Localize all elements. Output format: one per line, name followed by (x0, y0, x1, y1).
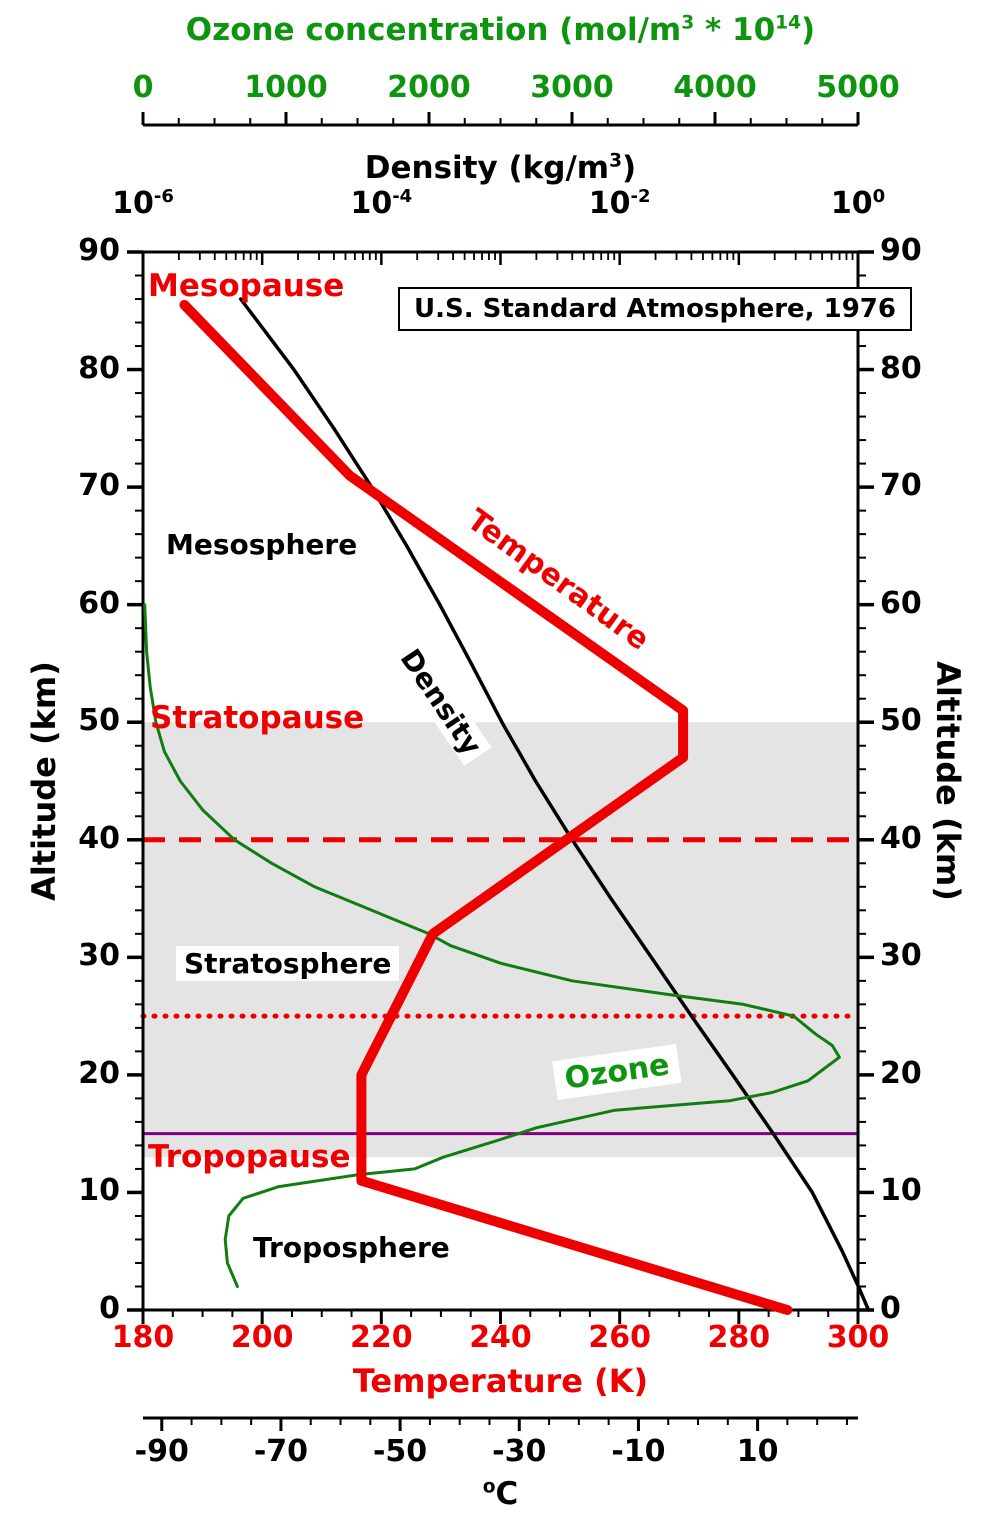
stratosphere-label: Stratosphere (176, 946, 400, 981)
stratosphere-shaded-region (143, 722, 858, 1158)
temperature-axis-title: Temperature (K) (352, 1362, 649, 1400)
ozone-tick-label: 4000 (673, 70, 757, 105)
celsius-tick-label: 10 (736, 1434, 779, 1469)
ozone-tick-label: 2000 (387, 70, 471, 105)
ozone-tick-label: 0 (132, 70, 154, 105)
celsius-tick-label: -50 (372, 1434, 428, 1469)
temperature-tick-label: 240 (469, 1320, 532, 1355)
density-tick-label: 10-4 (350, 186, 413, 221)
troposphere-label: Troposphere (253, 1231, 450, 1264)
altitude-tick-label-left: 60 (78, 585, 120, 621)
altitude-tick-label-left: 50 (78, 703, 120, 739)
temperature-tick-label: 260 (588, 1320, 651, 1355)
density-tick-label: 10-2 (588, 186, 651, 221)
altitude-tick-label-right: 40 (880, 820, 922, 856)
altitude-tick-label-left: 80 (78, 350, 120, 386)
altitude-tick-label-left: 40 (78, 820, 120, 856)
altitude-tick-label-left: 30 (78, 938, 120, 974)
altitude-tick-label-left: 10 (78, 1173, 120, 1209)
altitude-axis-title-left: Altitude (km) (25, 661, 63, 901)
altitude-tick-label-left: 0 (99, 1291, 120, 1326)
altitude-tick-label-right: 70 (880, 468, 922, 504)
ozone-axis-title: Ozone concentration (mol/m3 * 1014) (185, 12, 816, 48)
altitude-tick-label-right: 10 (880, 1173, 922, 1209)
title-box: U.S. Standard Atmosphere, 1976 (398, 287, 912, 331)
ozone-tick-label: 1000 (244, 70, 328, 105)
temperature-tick-label: 200 (230, 1320, 294, 1355)
mesosphere-label: Mesosphere (166, 528, 358, 561)
altitude-tick-label-left: 90 (78, 233, 120, 268)
temperature-tick-label: 280 (707, 1320, 771, 1355)
temperature-tick-label: 180 (111, 1320, 175, 1355)
altitude-axis-title-right: Altitude (km) (929, 661, 967, 901)
density-tick-label: 10-6 (112, 186, 174, 221)
temperature-curve (179, 299, 793, 1315)
mesopause-label: Mesopause (148, 268, 345, 304)
density-tick-label: 100 (830, 186, 886, 221)
altitude-tick-label-left: 70 (78, 468, 120, 504)
temperature-tick-label: 300 (826, 1320, 890, 1355)
altitude-tick-label-right: 90 (880, 233, 922, 268)
altitude-tick-label-right: 30 (880, 938, 922, 974)
celsius-axis-title: oC (482, 1476, 519, 1512)
altitude-tick-label-right: 0 (880, 1291, 901, 1326)
altitude-tick-label-right: 50 (880, 703, 922, 739)
celsius-tick-label: -70 (253, 1434, 309, 1469)
altitude-tick-label-right: 20 (880, 1055, 922, 1091)
ozone-tick-label: 5000 (816, 70, 900, 105)
altitude-tick-label-right: 60 (880, 585, 922, 621)
celsius-tick-label: -10 (611, 1434, 666, 1469)
altitude-tick-label-right: 80 (880, 350, 922, 386)
temperature-tick-label: 220 (350, 1320, 413, 1355)
tropopause-label: Tropopause (148, 1139, 351, 1175)
altitude-tick-label-left: 20 (78, 1055, 120, 1091)
stratopause-label: Stratopause (150, 700, 365, 736)
ozone-tick-label: 3000 (530, 70, 614, 105)
density-axis-title: Density (kg/m3) (364, 150, 637, 186)
celsius-tick-label: -90 (134, 1434, 189, 1469)
celsius-tick-label: -30 (492, 1434, 547, 1469)
